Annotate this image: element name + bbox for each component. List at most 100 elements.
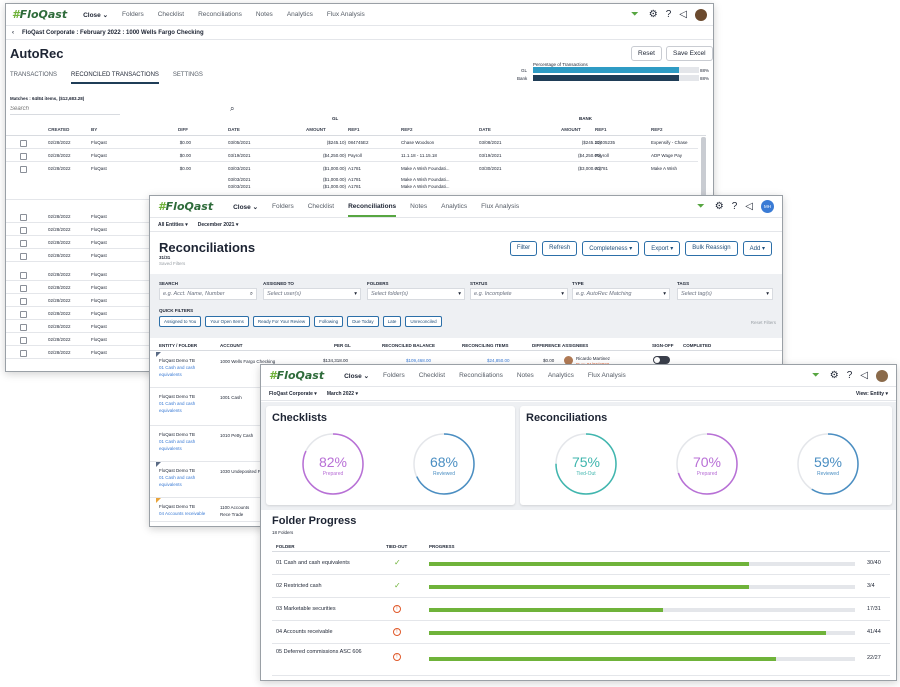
quick-filter-chip[interactable]: Ready For Your Review <box>252 316 311 327</box>
col-reconciled-balance[interactable]: RECONCILED BALANCE <box>382 343 436 348</box>
table-row[interactable]: 02/28/2022 FloQast <box>6 223 156 236</box>
refresh-button[interactable]: Refresh <box>542 241 578 256</box>
row-checkbox[interactable] <box>20 350 27 357</box>
nav-notes[interactable]: Notes <box>516 372 534 379</box>
reset-filters[interactable]: Reset Filters <box>750 320 776 325</box>
floqast-logo[interactable]: #FloQast <box>158 200 214 213</box>
col-reconciling-items[interactable]: RECONCILING ITEMS <box>462 343 509 348</box>
folder-name[interactable]: 03 Marketable securities <box>276 606 336 612</box>
row-checkbox[interactable] <box>20 311 27 318</box>
nav-notes[interactable]: Notes <box>255 11 273 18</box>
announcement-icon[interactable]: ◁ <box>745 201 753 212</box>
back-icon[interactable]: ‹ <box>12 29 14 36</box>
folder-name[interactable]: 05 Deferred commissions ASC 606 <box>276 649 362 655</box>
folder-row[interactable]: 04 Accounts receivable! 41/44 <box>272 621 890 644</box>
col-sign-off[interactable]: SIGN-OFF <box>652 343 674 348</box>
account-name[interactable]: 1001 Cash <box>220 395 242 400</box>
col-diff[interactable]: DIFF <box>178 127 188 132</box>
nav-checklist[interactable]: Checklist <box>418 372 446 379</box>
row-checkbox[interactable] <box>20 240 27 247</box>
avatar[interactable]: MH <box>761 200 774 213</box>
folder-link[interactable]: 01 Cash and cash equivalents <box>159 475 196 487</box>
period-selector[interactable]: March 2022 ▾ <box>326 390 358 397</box>
filter-input-4[interactable]: e.g. AutoRec Matching ▾ <box>572 288 670 300</box>
account-name[interactable]: 1000 Wells Fargo Checking <box>220 359 276 364</box>
account-name[interactable]: 1010 Petty Cash <box>220 433 254 438</box>
folder-link[interactable]: 04 Accounts receivable <box>159 511 206 516</box>
floqast-mark-icon[interactable]: ⏷ <box>630 9 639 20</box>
quick-filter-chip[interactable]: Following <box>314 316 344 327</box>
tab-transactions[interactable]: TRANSACTIONS <box>10 72 58 78</box>
search-input[interactable] <box>10 103 120 115</box>
col-bank-amount[interactable]: AMOUNT <box>561 127 581 132</box>
row-checkbox[interactable] <box>20 214 27 221</box>
folder-row[interactable]: 02 Restricted cash ✓ 3/4 <box>272 575 890 598</box>
col-gl-ref1[interactable]: REF1 <box>348 127 360 132</box>
col-bank-ref2[interactable]: REF2 <box>651 127 663 132</box>
floqast-logo[interactable]: #FloQast <box>12 8 68 21</box>
add-button[interactable]: Add ▾ <box>742 241 772 256</box>
save-excel-button[interactable]: Save Excel <box>666 46 713 61</box>
col-completed[interactable]: COMPLETED <box>683 343 712 348</box>
col-by[interactable]: BY <box>91 127 98 132</box>
gear-icon[interactable]: ⚙ <box>714 201 724 212</box>
nav-flux-analysis[interactable]: Flux Analysis <box>326 11 365 18</box>
help-icon[interactable]: ? <box>731 201 738 212</box>
nav-flux-analysis[interactable]: Flux Analysis <box>587 372 626 379</box>
nav-checklist[interactable]: Checklist <box>307 203 335 210</box>
period-selector[interactable]: December 2021 ▾ <box>197 221 239 228</box>
account-name[interactable]: 1100 Accounts Rece Trade <box>220 505 250 517</box>
assignee-name[interactable]: Ricardo Martinez <box>576 356 611 361</box>
bulk-reassign-button[interactable]: Bulk Reassign <box>685 241 738 256</box>
announcement-icon[interactable]: ◁ <box>679 9 687 20</box>
quick-filter-chip[interactable]: Late <box>382 316 402 327</box>
row-checkbox[interactable] <box>20 253 27 260</box>
nav-reconciliations[interactable]: Reconciliations <box>198 11 242 18</box>
row-checkbox[interactable] <box>20 166 27 173</box>
reconciled-balance-link[interactable]: $109,468.00 <box>406 358 432 363</box>
gear-icon[interactable]: ⚙ <box>648 9 658 20</box>
table-row[interactable]: 02/28/2022 FloQast <box>6 333 156 346</box>
row-checkbox[interactable] <box>20 324 27 331</box>
help-icon[interactable]: ? <box>846 370 853 381</box>
nav-close[interactable]: Close ⌄ <box>344 372 370 380</box>
avatar[interactable] <box>876 369 888 382</box>
filter-input-0[interactable]: e.g. Acct. Name, Number ⌕ <box>159 288 257 300</box>
folder-row[interactable]: 01 Cash and cash equivalents ✓ 30/40 <box>272 552 890 575</box>
col-gl-amount[interactable]: AMOUNT <box>306 127 326 132</box>
filter-input-5[interactable]: Select tag(s) ▾ <box>677 288 773 300</box>
folder-row[interactable]: 03 Marketable securities! 17/31 <box>272 598 890 621</box>
nav-close[interactable]: Close ⌄ <box>83 11 109 19</box>
floqast-mark-icon[interactable]: ⏷ <box>811 370 820 381</box>
entity-selector[interactable]: FloQast Corporate ▾ <box>269 390 317 397</box>
floqast-logo[interactable]: #FloQast <box>269 369 325 382</box>
reset-button[interactable]: Reset <box>631 46 662 61</box>
completeness-button[interactable]: Completeness ▾ <box>582 241 640 256</box>
folder-row[interactable]: 05 Deferred commissions ASC 606! 22/27 <box>272 644 890 676</box>
nav-analytics[interactable]: Analytics <box>441 203 468 210</box>
filter-input-2[interactable]: Select folder(s) ▾ <box>367 288 465 300</box>
table-row[interactable]: 02/28/2022 FloQast <box>6 281 156 294</box>
nav-flux-analysis[interactable]: Flux Analysis <box>481 203 520 210</box>
col-gl-ref2[interactable]: REF2 <box>401 127 413 132</box>
help-icon[interactable]: ? <box>665 9 672 20</box>
sign-off-toggle[interactable] <box>653 356 670 364</box>
row-checkbox[interactable] <box>20 298 27 305</box>
nav-folders[interactable]: Folders <box>272 203 294 210</box>
scrollbar[interactable] <box>701 137 706 197</box>
table-row[interactable]: 02/28/2022 FloQast <box>6 320 156 333</box>
nav-reconciliations[interactable]: Reconciliations <box>348 197 397 217</box>
nav-close[interactable]: Close ⌄ <box>233 203 259 211</box>
folder-link[interactable]: 01 Cash and cash equivalents <box>159 439 196 451</box>
col-per-gl[interactable]: PER GL <box>334 343 351 348</box>
filter-input-3[interactable]: e.g. Incomplete ▾ <box>470 288 568 300</box>
assignee-avatar[interactable] <box>564 356 573 365</box>
col-account[interactable]: ACCOUNT <box>220 343 243 348</box>
row-checkbox[interactable] <box>20 140 27 147</box>
gear-icon[interactable]: ⚙ <box>829 370 839 381</box>
filter-button[interactable]: Filter <box>509 241 538 256</box>
table-row[interactable]: 02/28/2022 FloQast <box>6 346 156 359</box>
floqast-mark-icon[interactable]: ⏷ <box>696 201 705 212</box>
view-selector[interactable]: View: Entity ▾ <box>855 390 888 397</box>
folder-link[interactable]: 01 Cash and cash equivalents <box>159 365 196 377</box>
